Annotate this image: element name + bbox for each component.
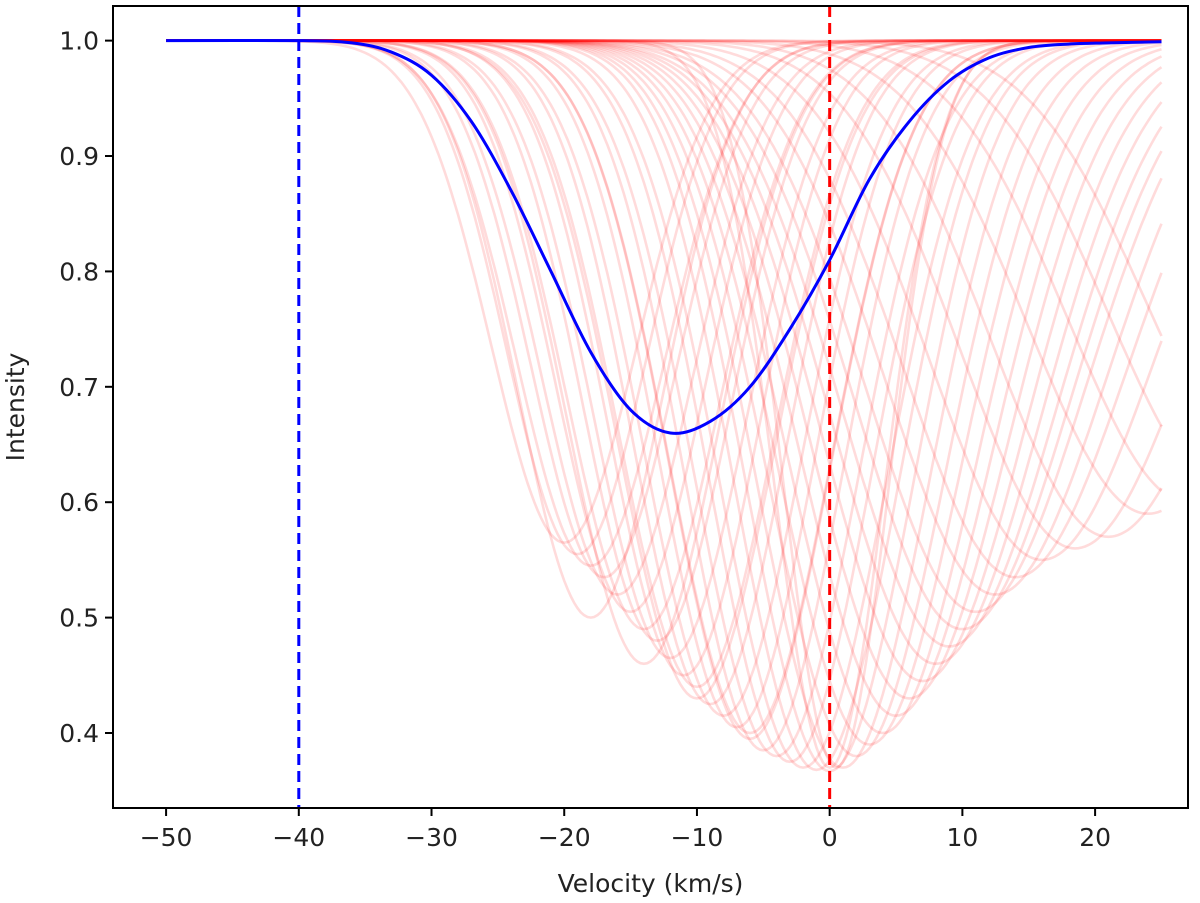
- y-axis-label: Intensity: [1, 352, 30, 461]
- faint-profile-line: [166, 39, 1162, 769]
- x-tick-label: −10: [671, 823, 724, 852]
- y-tick-label: 0.5: [59, 604, 99, 633]
- x-tick-label: −50: [140, 823, 193, 852]
- plot-frame: [112, 5, 1189, 809]
- x-axis-label: Velocity (km/s): [558, 869, 744, 898]
- mean-profile-line: [166, 38, 1162, 435]
- x-tick-label: 10: [946, 823, 978, 852]
- x-tick-label: −40: [272, 823, 325, 852]
- x-tick-label: 0: [822, 823, 838, 852]
- x-tick-label: −20: [538, 823, 591, 852]
- y-tick-label: 0.4: [59, 719, 99, 748]
- y-tick-label: 0.8: [59, 257, 99, 286]
- mean-profile-series: [166, 38, 1162, 435]
- reference-lines: [297, 6, 832, 808]
- y-tick-label: 0.6: [59, 488, 99, 517]
- x-axis-ticks: −50 −40 −30 −20 −10 0 10 20: [140, 808, 1111, 852]
- faint-profile-series: [166, 39, 1163, 773]
- x-tick-label: 20: [1079, 823, 1111, 852]
- faint-profile-line: [166, 39, 1163, 337]
- y-axis-ticks: 0.4 0.5 0.6 0.7 0.8 0.9 1.0: [59, 27, 113, 748]
- faint-profile-line: [166, 39, 1162, 544]
- y-tick-label: 0.9: [59, 142, 99, 171]
- faint-profile-line: [166, 39, 1162, 660]
- y-tick-label: 1.0: [59, 27, 99, 56]
- x-tick-label: −30: [405, 823, 458, 852]
- y-tick-label: 0.7: [59, 373, 99, 402]
